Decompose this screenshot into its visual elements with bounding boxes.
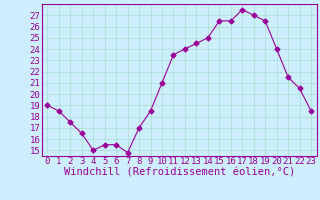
X-axis label: Windchill (Refroidissement éolien,°C): Windchill (Refroidissement éolien,°C) (64, 168, 295, 178)
